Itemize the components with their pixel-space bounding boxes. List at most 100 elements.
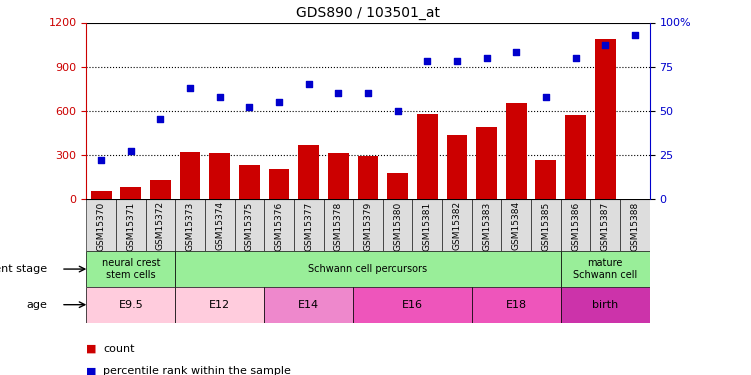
Text: mature
Schwann cell: mature Schwann cell — [573, 258, 638, 280]
Bar — [86, 199, 116, 251]
Point — [95, 157, 107, 163]
Bar — [447, 135, 467, 199]
Bar — [472, 287, 561, 322]
Text: GSM15385: GSM15385 — [541, 201, 550, 250]
Point — [243, 104, 255, 110]
Point — [333, 90, 345, 96]
Point — [599, 42, 611, 48]
Text: birth: birth — [592, 300, 618, 310]
Point — [303, 81, 315, 87]
Point — [481, 55, 493, 61]
Text: age: age — [26, 300, 47, 310]
Text: neural crest
stem cells: neural crest stem cells — [101, 258, 160, 280]
Bar — [388, 173, 408, 199]
Text: GSM15380: GSM15380 — [393, 201, 402, 250]
Bar — [116, 199, 146, 251]
Bar — [86, 287, 175, 322]
Bar — [120, 187, 141, 199]
Text: ■: ■ — [86, 366, 97, 375]
Text: E16: E16 — [402, 300, 423, 310]
Point — [273, 99, 285, 105]
Point — [214, 93, 226, 99]
Bar — [620, 199, 650, 251]
Text: GSM15374: GSM15374 — [216, 201, 225, 250]
Bar — [175, 287, 264, 322]
Bar — [91, 191, 112, 199]
Bar — [535, 160, 556, 199]
Text: E12: E12 — [210, 300, 231, 310]
Text: GSM15372: GSM15372 — [156, 201, 165, 250]
Bar — [264, 287, 353, 322]
Text: GSM15377: GSM15377 — [304, 201, 313, 250]
Bar — [353, 199, 383, 251]
Text: GSM15383: GSM15383 — [482, 201, 491, 250]
Bar — [383, 199, 412, 251]
Bar — [417, 114, 438, 199]
Bar — [294, 199, 324, 251]
Bar — [590, 199, 620, 251]
Bar — [595, 39, 616, 199]
Bar — [328, 153, 348, 199]
Bar — [269, 169, 289, 199]
Bar — [506, 102, 526, 199]
Point — [510, 50, 522, 55]
Title: GDS890 / 103501_at: GDS890 / 103501_at — [296, 6, 440, 20]
Text: count: count — [103, 344, 134, 354]
Point — [125, 148, 137, 154]
Text: GSM15378: GSM15378 — [334, 201, 343, 250]
Bar — [298, 145, 319, 199]
Point — [184, 85, 196, 91]
Bar — [565, 115, 586, 199]
Text: Schwann cell percursors: Schwann cell percursors — [309, 264, 427, 274]
Bar — [412, 199, 442, 251]
Text: GSM15379: GSM15379 — [363, 201, 372, 250]
Text: ■: ■ — [86, 344, 97, 354]
Text: GSM15376: GSM15376 — [275, 201, 284, 250]
Point — [155, 116, 167, 122]
Bar — [442, 199, 472, 251]
Text: GSM15382: GSM15382 — [452, 201, 461, 250]
Bar — [502, 199, 531, 251]
Bar — [324, 199, 353, 251]
Bar — [531, 199, 561, 251]
Text: GSM15373: GSM15373 — [185, 201, 195, 250]
Point — [569, 55, 581, 61]
Bar — [239, 165, 260, 199]
Bar — [86, 251, 175, 287]
Text: GSM15386: GSM15386 — [571, 201, 580, 250]
Bar — [234, 199, 264, 251]
Text: E9.5: E9.5 — [119, 300, 143, 310]
Text: GSM15375: GSM15375 — [245, 201, 254, 250]
Bar — [205, 199, 234, 251]
Text: GSM15388: GSM15388 — [630, 201, 639, 250]
Bar — [175, 199, 205, 251]
Bar — [150, 180, 170, 199]
Bar — [179, 152, 201, 199]
Bar — [561, 287, 650, 322]
Bar — [472, 199, 502, 251]
Text: GSM15381: GSM15381 — [423, 201, 432, 250]
Bar — [210, 153, 230, 199]
Text: GSM15384: GSM15384 — [511, 201, 520, 250]
Text: percentile rank within the sample: percentile rank within the sample — [103, 366, 291, 375]
Bar — [357, 156, 379, 199]
Point — [540, 93, 552, 99]
Bar — [264, 199, 294, 251]
Text: E18: E18 — [505, 300, 526, 310]
Text: GSM15387: GSM15387 — [601, 201, 610, 250]
Point — [629, 32, 641, 38]
Bar — [561, 251, 650, 287]
Point — [362, 90, 374, 96]
Text: E14: E14 — [298, 300, 319, 310]
Text: development stage: development stage — [0, 264, 47, 274]
Point — [421, 58, 433, 64]
Point — [451, 58, 463, 64]
Text: GSM15370: GSM15370 — [97, 201, 106, 250]
Point — [391, 108, 403, 114]
Text: GSM15371: GSM15371 — [126, 201, 135, 250]
Bar — [175, 251, 561, 287]
Bar — [561, 199, 590, 251]
Bar — [476, 127, 497, 199]
Bar — [146, 199, 175, 251]
Bar — [353, 287, 472, 322]
